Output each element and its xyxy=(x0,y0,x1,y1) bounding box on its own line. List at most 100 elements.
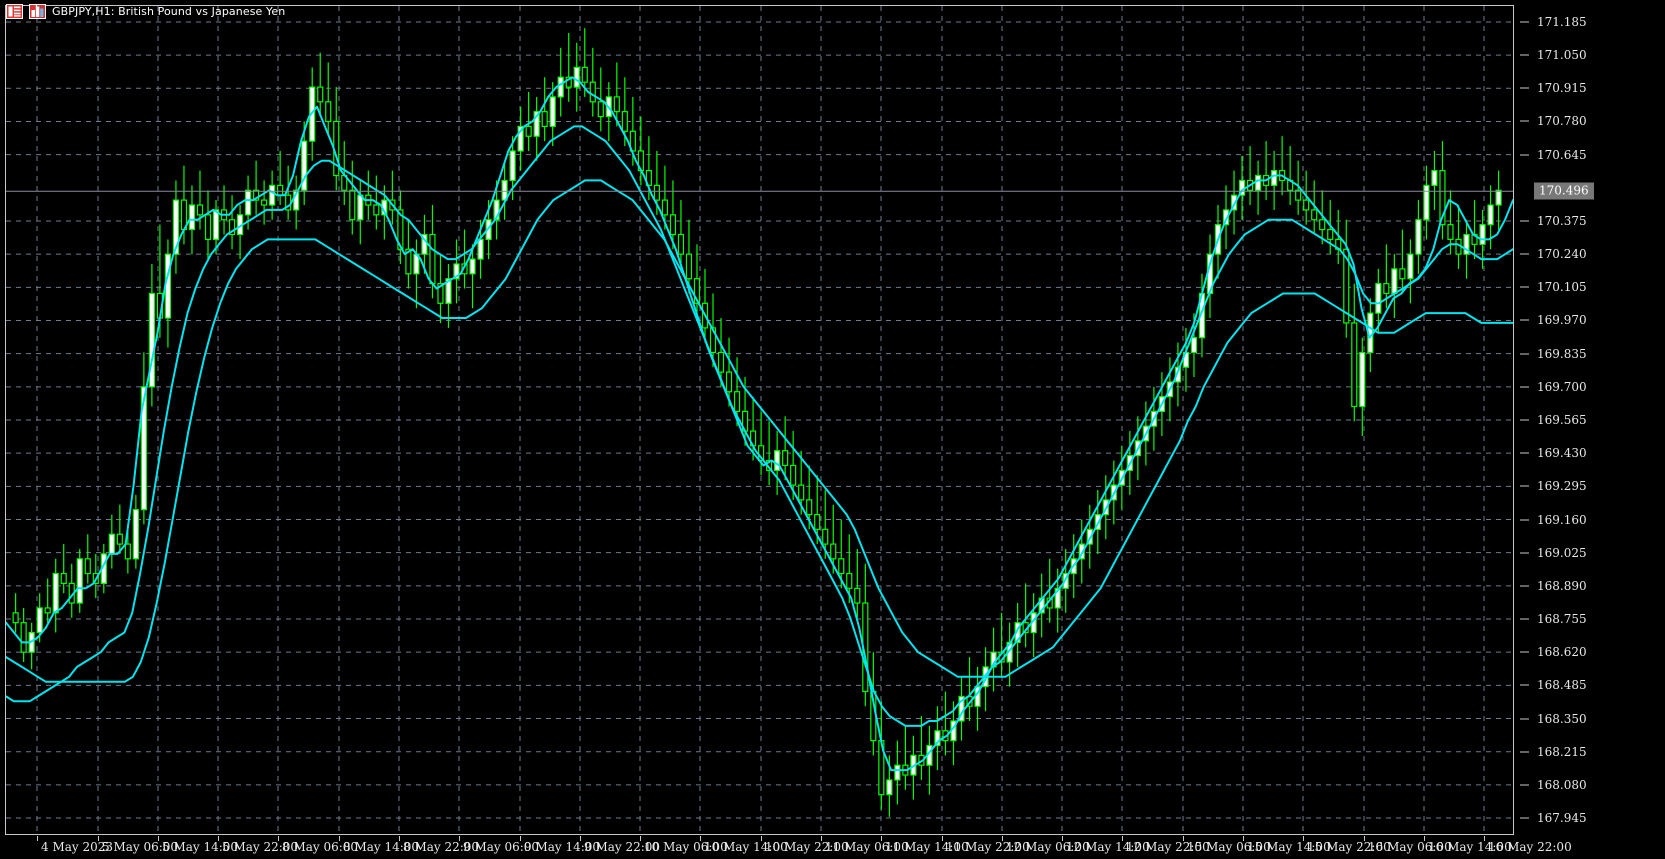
time-axis-label: 12 May 06:00 xyxy=(1006,840,1090,854)
price-tick xyxy=(1520,319,1529,321)
price-axis-label: 170.780 xyxy=(1537,114,1587,129)
chart-title: GBPJPY,H1: British Pound vs Japanese Yen xyxy=(52,4,286,18)
time-tick xyxy=(1424,836,1425,841)
time-axis-label: 5 May 14:00 xyxy=(162,840,239,854)
price-tick xyxy=(1520,353,1529,355)
current-price-line xyxy=(6,190,1513,192)
time-axis-label: 9 May 06:00 xyxy=(463,840,540,854)
time-tick xyxy=(640,836,641,841)
price-axis-label: 169.565 xyxy=(1537,413,1587,427)
price-axis-label: 169.025 xyxy=(1537,545,1587,560)
price-axis-label: 168.620 xyxy=(1537,645,1587,660)
time-tick xyxy=(399,836,400,841)
time-axis-label: 10 May 06:00 xyxy=(644,840,728,854)
price-axis-label: 168.215 xyxy=(1537,744,1587,759)
time-axis-label: 15 May 14:00 xyxy=(1247,840,1331,854)
time-tick xyxy=(1484,836,1485,841)
chart-plot-area[interactable] xyxy=(5,5,1514,835)
time-axis-label: 9 May 14:00 xyxy=(524,840,601,854)
price-tick xyxy=(1520,220,1529,222)
time-tick xyxy=(339,836,340,841)
price-tick xyxy=(1520,552,1529,554)
time-tick xyxy=(761,836,762,841)
price-tick xyxy=(1520,718,1529,720)
price-tick xyxy=(1520,618,1529,620)
time-tick xyxy=(1122,836,1123,841)
time-axis-label: 4 May 2023 xyxy=(41,840,114,854)
time-axis-label: 8 May 22:00 xyxy=(403,840,480,854)
price-axis-label: 169.295 xyxy=(1537,479,1587,494)
time-axis-label: 8 May 06:00 xyxy=(282,840,359,854)
price-tick xyxy=(1520,817,1529,819)
time-tick xyxy=(1303,836,1304,841)
price-axis-label: 169.835 xyxy=(1537,346,1587,361)
price-axis-label: 168.755 xyxy=(1537,612,1587,626)
time-tick xyxy=(1002,836,1003,841)
price-axis-label: 170.240 xyxy=(1537,247,1587,262)
price-tick xyxy=(1520,585,1529,587)
price-tick xyxy=(1520,751,1529,753)
time-tick xyxy=(1183,836,1184,841)
price-tick xyxy=(1520,87,1529,89)
price-tick xyxy=(1520,784,1529,786)
data-window-icon[interactable] xyxy=(6,3,23,19)
current-price-label: 170.496 xyxy=(1534,182,1594,200)
price-axis-label: 168.080 xyxy=(1537,777,1587,792)
time-tick xyxy=(1364,836,1365,841)
chart-icon[interactable] xyxy=(29,3,46,19)
time-axis-label: 8 May 14:00 xyxy=(343,840,420,854)
price-series xyxy=(6,28,1513,817)
time-tick xyxy=(37,836,38,841)
price-axis-label: 171.185 xyxy=(1537,14,1587,29)
time-axis-label: 16 May 14:00 xyxy=(1428,840,1512,854)
price-tick xyxy=(1520,54,1529,56)
time-axis-label: 11 May 14:00 xyxy=(885,840,969,854)
price-tick xyxy=(1520,386,1529,388)
time-tick xyxy=(881,836,882,841)
time-tick xyxy=(821,836,822,841)
time-axis-label: 12 May 22:00 xyxy=(1126,840,1210,854)
price-axis-label: 169.700 xyxy=(1537,379,1587,394)
price-tick xyxy=(1520,684,1529,686)
time-axis-label: 12 May 14:00 xyxy=(1066,840,1150,854)
time-tick xyxy=(1243,836,1244,841)
price-axis-label: 171.050 xyxy=(1537,48,1587,63)
price-tick xyxy=(1520,253,1529,255)
price-axis-label: 169.160 xyxy=(1537,512,1587,527)
time-axis-label: 10 May 14:00 xyxy=(704,840,788,854)
time-tick xyxy=(1062,836,1063,841)
time-axis[interactable]: 4 May 2023 5 May 06:00 5 May 14:00 5 May 22… xyxy=(0,836,1572,859)
time-axis-label: 11 May 22:00 xyxy=(946,840,1030,854)
price-axis-label: 170.915 xyxy=(1537,81,1587,96)
time-axis-label: 5 May 22:00 xyxy=(222,840,299,854)
time-tick xyxy=(459,836,460,841)
time-tick xyxy=(520,836,521,841)
time-tick xyxy=(700,836,701,841)
time-tick xyxy=(580,836,581,841)
price-tick xyxy=(1520,485,1529,487)
price-axis-label: 167.945 xyxy=(1537,811,1587,826)
price-tick xyxy=(1520,21,1529,23)
time-axis-label: 10 May 22:00 xyxy=(765,840,849,854)
time-axis-label: 11 May 06:00 xyxy=(825,840,909,854)
time-tick xyxy=(218,836,219,841)
price-axis-label: 170.105 xyxy=(1537,280,1587,295)
price-tick xyxy=(1520,452,1529,454)
time-tick xyxy=(158,836,159,841)
price-axis-label: 170.645 xyxy=(1537,147,1587,162)
price-tick xyxy=(1520,651,1529,653)
price-axis-label: 168.890 xyxy=(1537,578,1587,593)
time-tick xyxy=(98,836,99,841)
time-tick xyxy=(942,836,943,841)
time-tick xyxy=(278,836,279,841)
price-axis-label: 169.970 xyxy=(1537,313,1587,328)
price-tick xyxy=(1520,286,1529,288)
grid-lines xyxy=(6,6,1513,834)
time-axis-label: 16 May 06:00 xyxy=(1368,840,1452,854)
time-axis-label: 15 May 22:00 xyxy=(1307,840,1391,854)
chart-title-bar: GBPJPY,H1: British Pound vs Japanese Yen xyxy=(6,2,289,20)
price-axis-label: 168.485 xyxy=(1537,678,1587,693)
price-tick xyxy=(1520,120,1529,122)
price-axis[interactable]: 171.185 171.050 170.915 170.780 170.645 170.3… xyxy=(1515,0,1665,859)
